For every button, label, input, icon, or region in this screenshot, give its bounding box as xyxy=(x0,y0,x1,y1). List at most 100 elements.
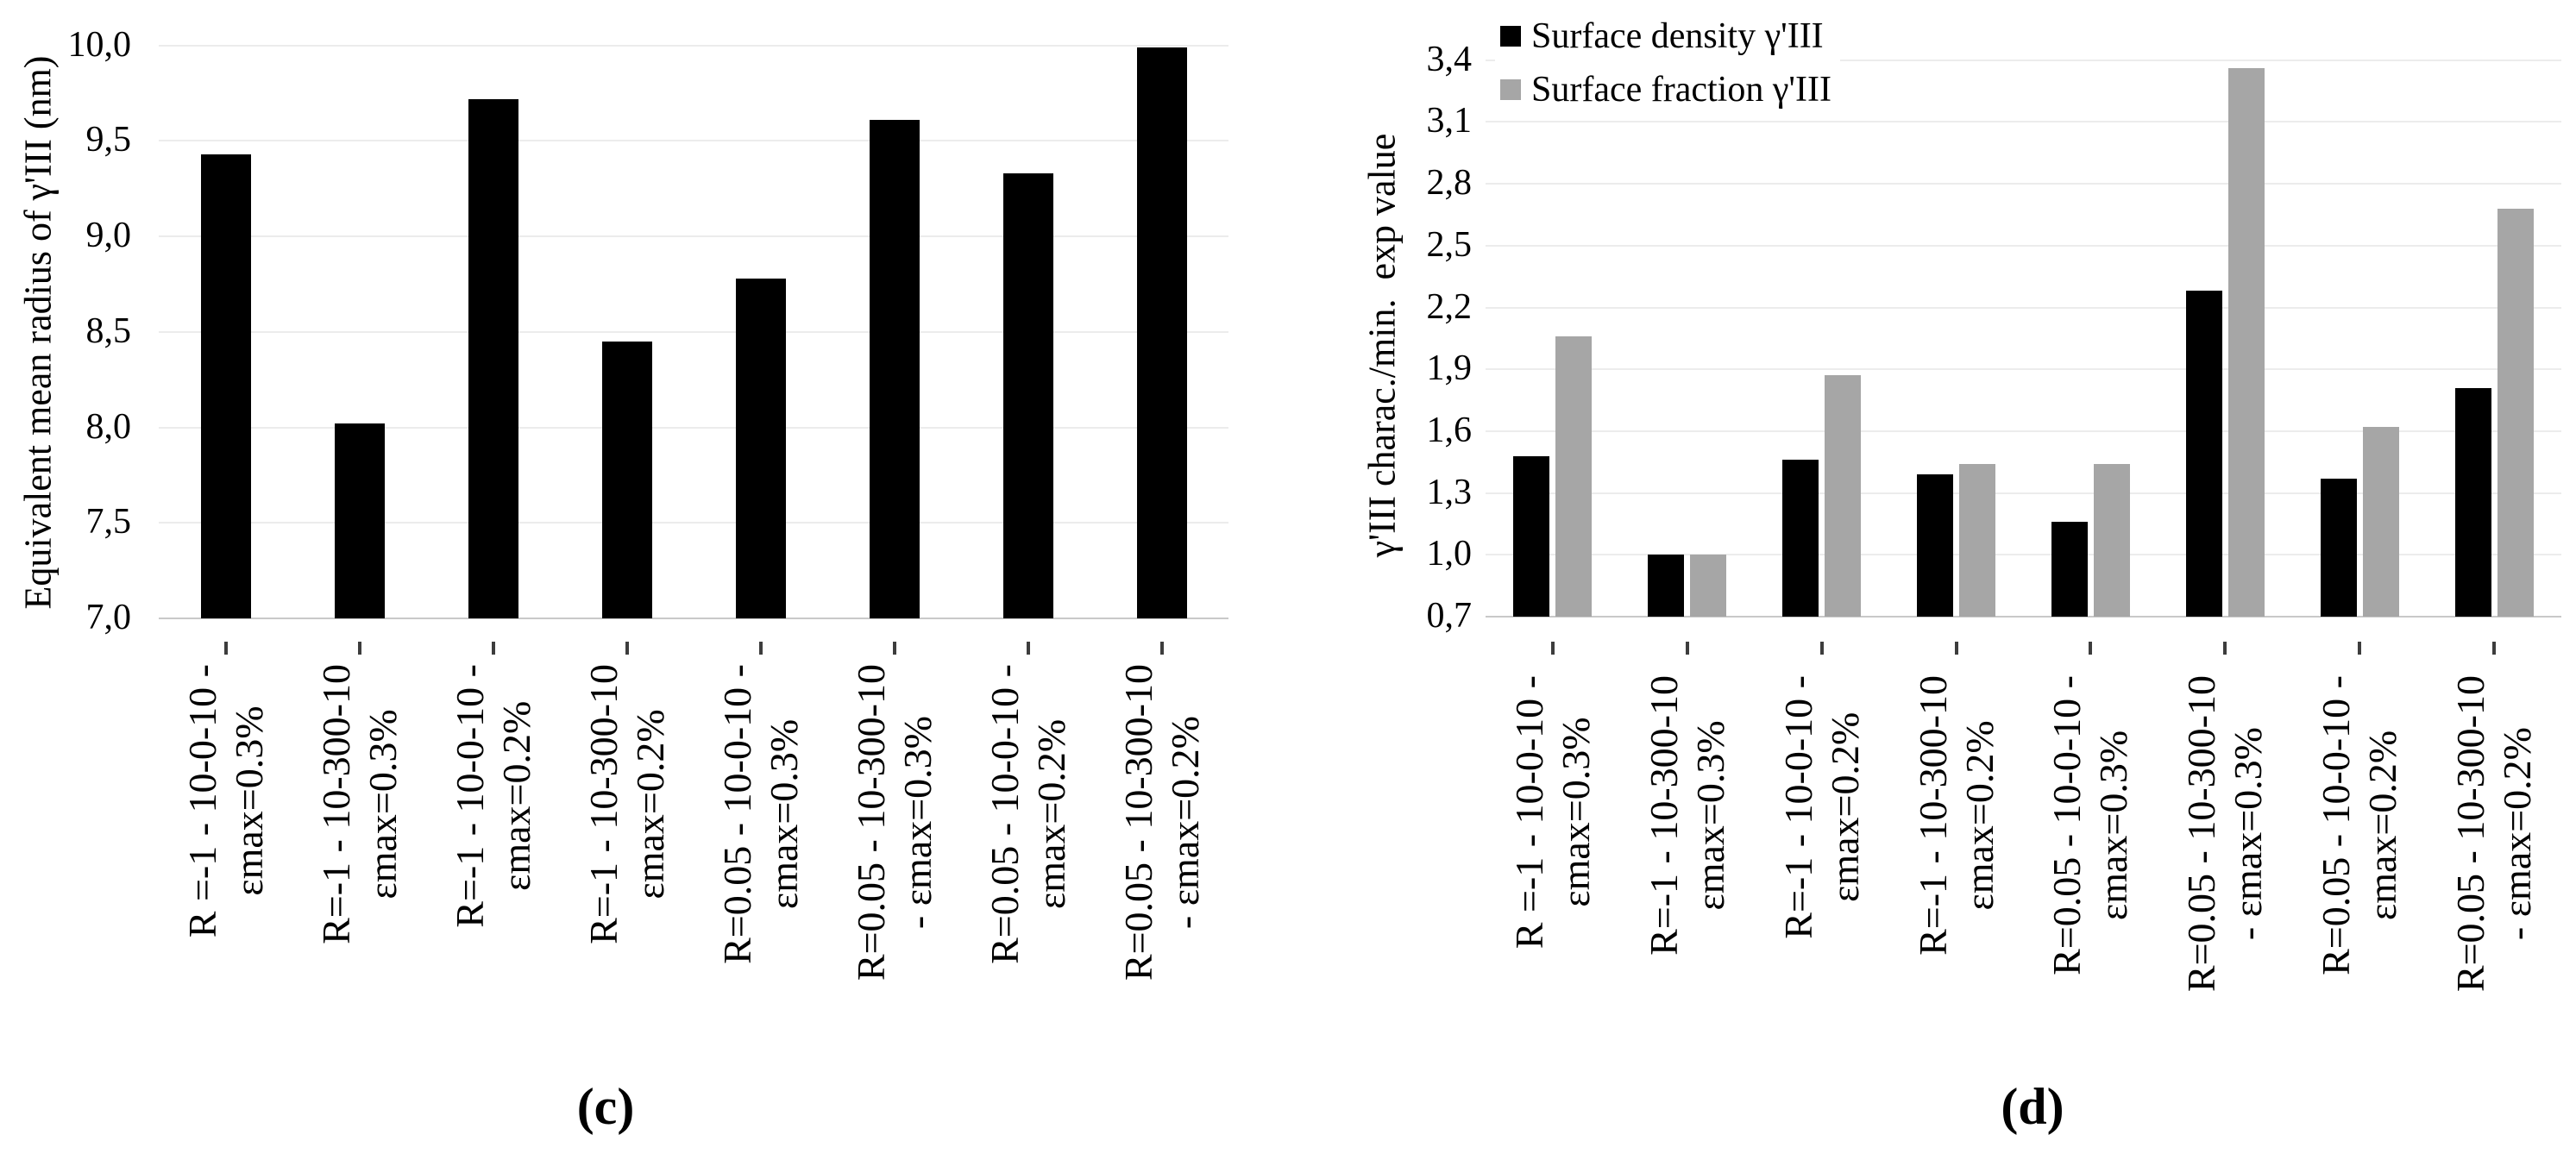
y-tick-label: 3,4 xyxy=(1426,39,1473,79)
x-category-line1: R=0.05 - 10-300-10 xyxy=(2179,675,2224,993)
x-category-line2: εmax=0.2% xyxy=(1957,720,2001,911)
x-category-label: R=-1 - 10-300-10 εmax=0.2% xyxy=(1910,675,2003,956)
bar-series-2 xyxy=(1959,464,1996,617)
x-category-label: R=0.05 - 10-300-10- εmax=0.3% xyxy=(848,664,941,981)
bar-series-1 xyxy=(1917,474,1954,617)
x-category-label: R=0.05 - 10-0-10 - εmax=0.3% xyxy=(2044,675,2137,975)
bar-series-1 xyxy=(200,154,251,618)
y-tick-label: 1,3 xyxy=(1426,472,1473,512)
bar-series-1 xyxy=(334,423,385,618)
x-tick-mark xyxy=(357,642,361,655)
x-category-label: R =-1 - 10-0-10 - εmax=0.3% xyxy=(179,664,273,937)
x-tick-mark xyxy=(2358,642,2362,655)
bar-series-2 xyxy=(1690,555,1727,617)
x-category-line1: R=0.05 - 10-300-10 xyxy=(1115,664,1160,981)
x-category-label: R=0.05 - 10-0-10 - εmax=0.2% xyxy=(2313,675,2406,975)
x-category-label: R=-1 - 10-300-10 εmax=0.3% xyxy=(313,664,406,944)
x-category-line1: R=0.05 - 10-300-10 xyxy=(848,664,893,981)
y-tick-label: 8,5 xyxy=(85,310,132,351)
y-tick-label: 1,0 xyxy=(1426,534,1473,574)
x-category-line2: - εmax=0.2% xyxy=(2495,727,2540,941)
bar-series-1 xyxy=(869,119,920,618)
gridline xyxy=(1486,183,2561,185)
gridline xyxy=(159,44,1228,47)
x-category-line2: - εmax=0.3% xyxy=(895,716,939,930)
x-tick-mark xyxy=(491,642,495,655)
x-category-line1: R =-1 - 10-0-10 - xyxy=(179,664,224,938)
gridline xyxy=(1486,59,2561,61)
bar-series-1 xyxy=(1002,172,1053,618)
x-category-line2: εmax=0.2% xyxy=(1822,712,1867,902)
x-axis-line xyxy=(1486,616,2561,618)
x-category-line1: R=-1 - 10-300-10 xyxy=(1910,675,1955,956)
x-category-line1: R=0.05 - 10-0-10 - xyxy=(982,664,1027,964)
x-category-line1: R=-1 - 10-0-10 - xyxy=(447,664,492,928)
x-category-line1: R=0.05 - 10-0-10 - xyxy=(2314,675,2359,975)
gridline xyxy=(159,522,1228,524)
bar-series-1 xyxy=(735,278,786,618)
y-tick-label: 2,2 xyxy=(1426,286,1473,327)
bar-series-1 xyxy=(1782,460,1819,617)
gridline xyxy=(1486,430,2561,432)
caption-c: (c) xyxy=(576,1078,635,1135)
x-tick-mark xyxy=(2492,642,2497,655)
x-tick-mark xyxy=(1819,642,1824,655)
gridline xyxy=(1486,554,2561,556)
x-tick-mark xyxy=(625,642,629,655)
legend-item: Surface density γ'III xyxy=(1500,16,1831,57)
legend-swatch-black xyxy=(1500,26,1521,47)
y-tick-label: 3,1 xyxy=(1426,101,1473,141)
legend-label: Surface fraction γ'III xyxy=(1531,70,1831,110)
y-tick-label: 7,0 xyxy=(85,598,132,637)
x-tick-mark xyxy=(1685,642,1689,655)
x-category-label: R =-1 - 10-0-10 - εmax=0.3% xyxy=(1506,675,1599,949)
x-category-line1: R=-1 - 10-300-10 xyxy=(313,664,358,944)
x-category-line1: R=-1 - 10-300-10 xyxy=(581,664,625,944)
bar-series-1 xyxy=(1513,455,1550,617)
x-category-line2: εmax=0.2% xyxy=(1028,718,1073,910)
bar-series-2 xyxy=(1555,335,1593,617)
x-category-line1: R=0.05 - 10-300-10 xyxy=(2448,675,2493,993)
x-category-label: R=0.05 - 10-0-10 - εmax=0.2% xyxy=(982,664,1075,964)
x-category-line1: R=-1 - 10-0-10 - xyxy=(1775,675,1820,939)
x-category-line2: εmax=0.3% xyxy=(1687,720,1732,911)
x-category-label: R=-1 - 10-0-10 - εmax=0.2% xyxy=(447,664,540,928)
y-tick-label: 2,5 xyxy=(1426,224,1473,265)
x-category-label: R=-1 - 10-0-10 - εmax=0.2% xyxy=(1775,675,1869,939)
bar-series-1 xyxy=(601,341,652,618)
x-tick-mark xyxy=(892,642,896,655)
x-tick-mark xyxy=(1159,642,1164,655)
bar-series-1 xyxy=(2051,522,2088,617)
y-tick-label: 7,5 xyxy=(85,502,132,542)
bar-series-1 xyxy=(1648,555,1685,617)
x-category-line2: - εmax=0.2% xyxy=(1162,716,1207,930)
x-category-label: R=0.05 - 10-300-10- εmax=0.2% xyxy=(2447,675,2541,992)
bar-series-2 xyxy=(2497,208,2534,617)
bar-series-1 xyxy=(468,98,518,618)
y-tick-label: 9,0 xyxy=(85,216,132,255)
gridline xyxy=(1486,306,2561,309)
bar-series-1 xyxy=(2320,478,2357,617)
y-tick-label: 9,5 xyxy=(85,120,132,160)
gridline xyxy=(159,140,1228,142)
bar-series-1 xyxy=(2454,387,2491,617)
x-tick-mark xyxy=(223,642,228,655)
caption-d: (d) xyxy=(2001,1078,2064,1135)
x-category-line1: R=-1 - 10-300-10 xyxy=(1641,675,1686,956)
x-category-line2: εmax=0.3% xyxy=(226,705,271,896)
x-tick-mark xyxy=(758,642,763,655)
x-tick-mark xyxy=(1026,642,1030,655)
x-category-line1: R =-1 - 10-0-10 - xyxy=(1506,675,1551,950)
legend-swatch-gray xyxy=(1500,79,1521,100)
x-category-label: R=-1 - 10-300-10 εmax=0.3% xyxy=(1641,675,1734,956)
bar-series-2 xyxy=(1825,375,1862,617)
y-tick-label: 1,6 xyxy=(1426,410,1473,450)
x-tick-mark xyxy=(2223,642,2227,655)
gridline xyxy=(159,330,1228,333)
bar-series-2 xyxy=(2093,464,2130,617)
x-category-line2: εmax=0.3% xyxy=(2091,730,2136,921)
legend-label: Surface density γ'III xyxy=(1531,16,1824,56)
y-tick-label: 8,0 xyxy=(85,406,132,447)
x-category-line1: R=0.05 - 10-0-10 - xyxy=(714,664,759,964)
